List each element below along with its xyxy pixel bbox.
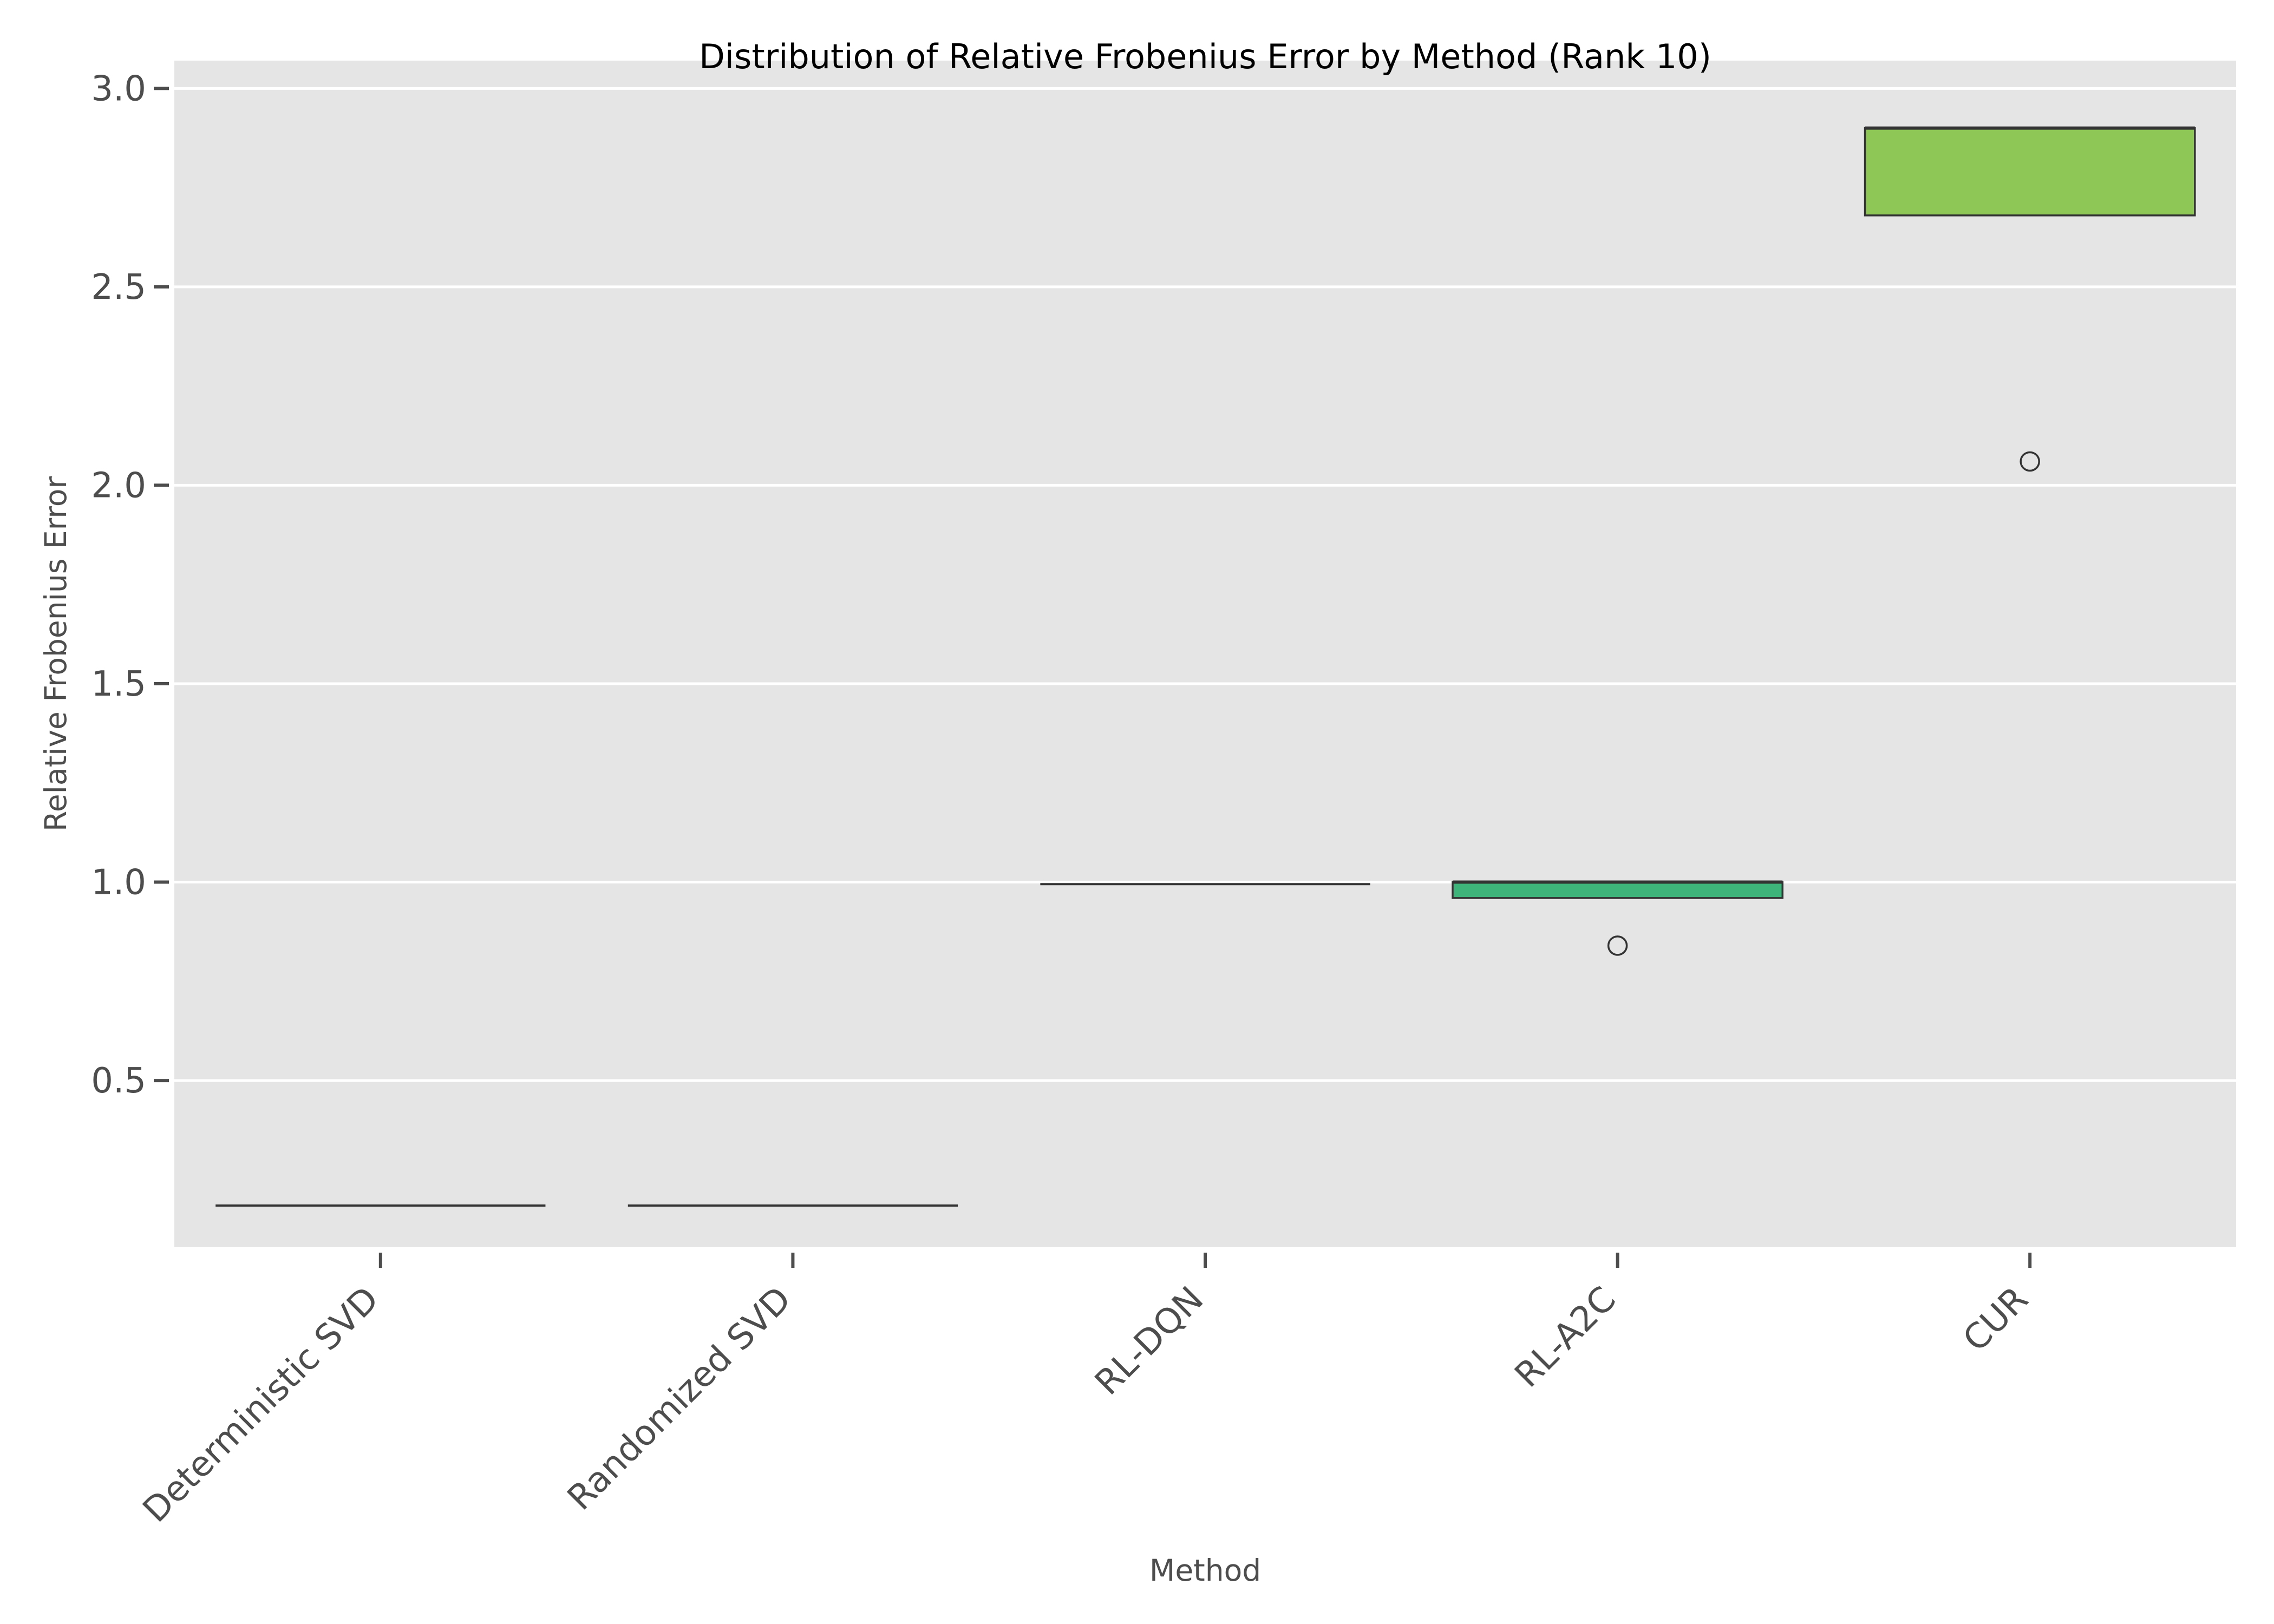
x-tick-label: Randomized SVD: [560, 1279, 799, 1518]
box: [1864, 127, 2196, 217]
plot-panel: [174, 61, 2236, 1247]
box-plots: [215, 126, 2196, 1207]
box-group: [1452, 880, 1783, 956]
outlier-point: [2020, 451, 2040, 472]
x-tick-label: RL-A2C: [1507, 1279, 1624, 1396]
grid-lines: [174, 87, 2236, 1082]
x-axis: Deterministic SVD Randomized SVD RL-DQN RL-…: [135, 1253, 2036, 1530]
outlier-point: [1607, 935, 1628, 956]
y-tick-label: 0.5: [91, 1061, 146, 1101]
y-axis-label: Relative Frobenius Error: [38, 476, 73, 831]
x-axis-label: Method: [1149, 1553, 1261, 1588]
box: [1452, 881, 1783, 899]
y-tick-label: 2.5: [91, 267, 146, 307]
x-tick-label: CUR: [1956, 1279, 2036, 1359]
chart-title: Distribution of Relative Frobenius Error…: [699, 37, 1711, 76]
y-tick-label: 1.5: [91, 664, 146, 704]
y-tick-label: 1.0: [91, 863, 146, 903]
x-tick-label: RL-DQN: [1087, 1279, 1211, 1403]
x-tick-label: Deterministic SVD: [135, 1279, 387, 1530]
box-group: [1864, 126, 2196, 472]
y-tick-label: 3.0: [91, 69, 146, 109]
y-axis: 0.5 1.0 1.5 2.0 2.5 3.0: [91, 69, 169, 1101]
y-tick-label: 2.0: [91, 466, 146, 506]
